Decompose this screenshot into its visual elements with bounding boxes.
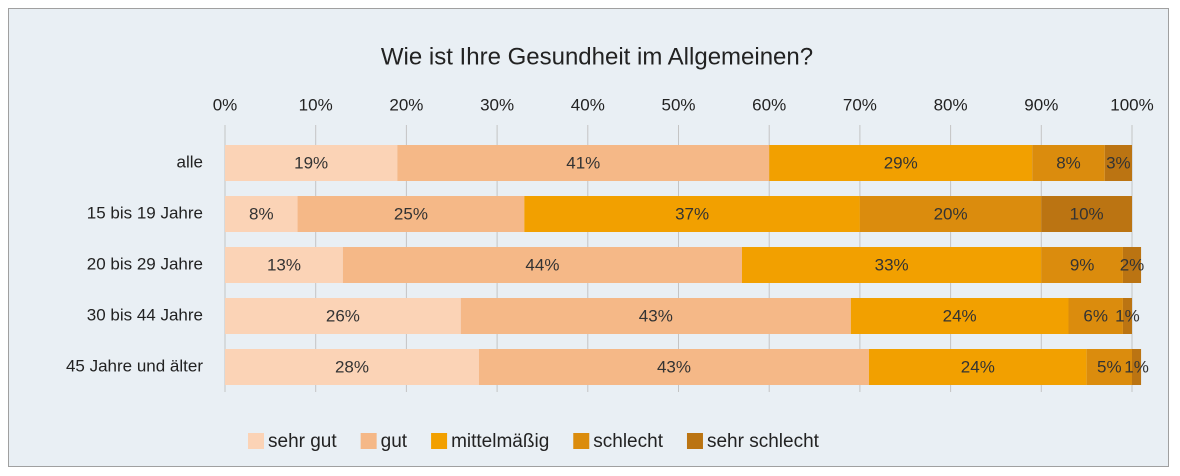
bar-segment	[225, 247, 343, 283]
data-label: 24%	[961, 357, 995, 376]
bar-segment	[859, 196, 1042, 232]
legend-swatch	[431, 433, 448, 449]
bar-segment	[769, 145, 1033, 181]
x-tick-label: 20%	[389, 95, 423, 114]
legend-label: sehr gut	[268, 431, 337, 452]
x-tick-label: 100%	[1110, 95, 1153, 114]
legend-label: mittelmäßig	[451, 431, 549, 452]
legend-swatch	[686, 433, 703, 449]
data-label: 43%	[639, 306, 673, 325]
x-tick-label: 80%	[934, 95, 968, 114]
data-label: 8%	[249, 204, 274, 223]
x-tick-label: 30%	[480, 95, 514, 114]
bar-segment	[741, 247, 1042, 283]
data-label: 10%	[1070, 204, 1104, 223]
x-tick-label: 0%	[213, 95, 238, 114]
bar-segment	[1041, 247, 1123, 283]
chart-title: Wie ist Ihre Gesundheit im Allgemeinen?	[381, 43, 813, 70]
data-label: 9%	[1070, 255, 1095, 274]
legend-label: schlecht	[593, 431, 663, 452]
data-label: 13%	[267, 255, 301, 274]
bar-segment	[868, 349, 1087, 385]
data-label: 1%	[1115, 306, 1140, 325]
bar-segment	[1122, 247, 1142, 283]
bar-segment	[225, 298, 461, 334]
data-label: 29%	[884, 153, 918, 172]
bar-segment	[225, 349, 479, 385]
data-label: 3%	[1106, 153, 1131, 172]
data-label: 8%	[1056, 153, 1081, 172]
legend-swatch	[248, 433, 264, 449]
bar-segment	[225, 145, 398, 181]
legend-label: gut	[381, 431, 408, 452]
y-tick-label: 30 bis 44 Jahre	[87, 305, 203, 324]
bar-segment	[342, 247, 742, 283]
data-label: 33%	[875, 255, 909, 274]
bar-segment	[297, 196, 525, 232]
y-tick-label: alle	[177, 152, 203, 171]
data-label: 28%	[335, 357, 369, 376]
x-tick-label: 60%	[752, 95, 786, 114]
bar-segment	[1104, 145, 1132, 181]
data-label: 24%	[943, 306, 977, 325]
bar-segment	[524, 196, 860, 232]
legend-swatch	[573, 433, 590, 449]
data-label: 26%	[326, 306, 360, 325]
chart-background	[8, 8, 1169, 467]
data-label: 44%	[525, 255, 559, 274]
x-tick-label: 50%	[661, 95, 695, 114]
bar-segment	[1068, 298, 1123, 334]
bar-segment	[478, 349, 869, 385]
bar-segment	[1086, 349, 1132, 385]
bar-segment	[1032, 145, 1105, 181]
data-label: 43%	[657, 357, 691, 376]
data-label: 6%	[1083, 306, 1108, 325]
bar-segment	[850, 298, 1069, 334]
bar-segment	[225, 196, 298, 232]
bar-segment	[1122, 298, 1132, 334]
y-tick-label: 45 Jahre und älter	[66, 356, 203, 375]
x-tick-label: 10%	[299, 95, 333, 114]
x-tick-label: 40%	[571, 95, 605, 114]
bar-segment	[1132, 349, 1142, 385]
data-label: 2%	[1120, 255, 1145, 274]
legend-swatch	[360, 433, 377, 449]
data-label: 5%	[1097, 357, 1122, 376]
data-label: 41%	[566, 153, 600, 172]
bar-segment	[460, 298, 851, 334]
bar-segment	[397, 145, 770, 181]
data-label: 25%	[394, 204, 428, 223]
data-label: 19%	[294, 153, 328, 172]
data-label: 37%	[675, 204, 709, 223]
x-tick-label: 70%	[843, 95, 877, 114]
bar-segment	[1041, 196, 1132, 232]
data-label: 1%	[1124, 357, 1149, 376]
legend-label: sehr schlecht	[707, 431, 820, 452]
x-tick-label: 90%	[1024, 95, 1058, 114]
y-tick-label: 20 bis 29 Jahre	[87, 254, 203, 273]
y-tick-label: 15 bis 19 Jahre	[87, 203, 203, 222]
data-label: 20%	[934, 204, 968, 223]
